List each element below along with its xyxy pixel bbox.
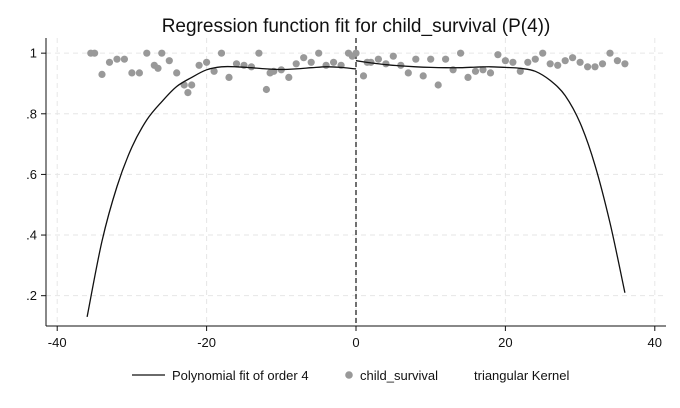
data-point	[105, 58, 114, 66]
data-point	[471, 67, 480, 75]
data-point	[173, 69, 181, 77]
data-point	[606, 49, 614, 57]
chart-title: Regression function fit for child_surviv…	[162, 16, 551, 37]
data-point	[494, 51, 502, 59]
legend-label-child-survival: child_survival	[360, 368, 438, 383]
data-point	[374, 55, 382, 63]
x-tick-label: -40	[48, 335, 67, 350]
data-point	[322, 61, 330, 69]
data-point	[389, 52, 397, 60]
data-point	[546, 60, 554, 68]
data-point	[292, 60, 300, 68]
data-point	[232, 60, 241, 68]
fit-line-right	[355, 60, 626, 293]
data-point	[300, 54, 308, 62]
axes: -40 -20 0 20 40 .2 .4 .6 .8 1	[26, 38, 666, 350]
data-point	[203, 58, 211, 66]
data-point	[225, 73, 233, 81]
data-point	[486, 69, 495, 77]
data-point	[98, 70, 106, 78]
data-point	[442, 55, 450, 63]
data-point	[516, 67, 524, 75]
data-point	[457, 49, 465, 57]
fit-lines	[86, 60, 626, 318]
data-point	[382, 60, 390, 68]
data-point	[135, 69, 143, 77]
data-point	[576, 58, 584, 66]
data-point	[217, 49, 226, 57]
data-point	[285, 73, 293, 81]
x-tick-label: -20	[197, 335, 216, 350]
data-point	[247, 63, 255, 71]
data-point	[210, 67, 218, 75]
y-tick-label: .2	[26, 288, 37, 303]
legend-point-marker	[345, 371, 353, 379]
x-tick-label: 0	[352, 335, 359, 350]
data-point	[621, 60, 629, 68]
data-point	[412, 55, 420, 63]
data-point	[359, 72, 368, 80]
data-point	[531, 55, 539, 63]
data-point	[348, 52, 356, 60]
data-point	[427, 55, 435, 63]
data-point	[165, 57, 173, 65]
legend-label-polynomial-fit: Polynomial fit of order 4	[172, 368, 309, 383]
data-point	[307, 58, 315, 66]
y-tick-label: .8	[26, 106, 37, 121]
data-point	[143, 49, 151, 57]
data-point	[158, 49, 166, 57]
data-point	[91, 49, 99, 57]
data-point	[569, 54, 577, 62]
x-tick-label: 20	[498, 335, 512, 350]
data-point	[419, 72, 427, 80]
data-point	[539, 49, 547, 57]
legend-label-kernel: triangular Kernel	[474, 368, 569, 383]
data-point	[404, 69, 412, 77]
y-tick-label: .6	[26, 167, 37, 182]
data-point	[584, 63, 592, 71]
data-point	[561, 57, 569, 65]
data-point	[509, 58, 517, 66]
data-point	[120, 55, 128, 63]
data-point	[315, 49, 323, 57]
data-point	[184, 89, 192, 97]
data-point	[501, 57, 509, 65]
data-point	[598, 60, 607, 68]
y-tick-label: 1	[30, 46, 37, 61]
fit-line-left	[86, 65, 357, 318]
data-point	[434, 81, 442, 89]
data-point	[262, 85, 270, 94]
data-point	[195, 61, 203, 69]
data-point	[255, 49, 263, 57]
data-point	[154, 64, 162, 72]
data-point	[464, 73, 472, 81]
data-point	[113, 55, 121, 63]
x-tick-label: 40	[648, 335, 662, 350]
data-point	[554, 61, 562, 69]
scatter-points	[87, 49, 629, 97]
data-point	[524, 58, 532, 66]
y-tick-label: .4	[26, 228, 37, 243]
data-point	[188, 81, 196, 89]
data-point	[591, 63, 599, 71]
legend: Polynomial fit of order 4 child_survival…	[132, 368, 569, 383]
data-point	[613, 57, 622, 65]
data-point	[128, 69, 136, 77]
data-point	[479, 66, 487, 74]
data-point	[330, 58, 338, 66]
